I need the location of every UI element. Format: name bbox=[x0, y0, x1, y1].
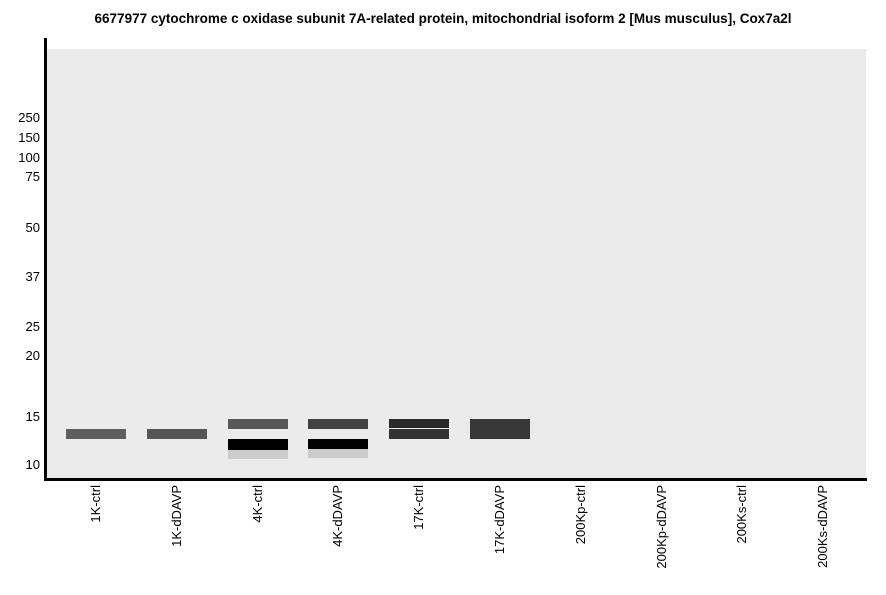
plot-area bbox=[46, 49, 866, 478]
y-tick-label: 150 bbox=[18, 130, 40, 145]
x-tick-label: 17K-dDAVP bbox=[492, 485, 507, 555]
y-axis-line bbox=[44, 38, 47, 481]
x-tick-label: 1K-ctrl bbox=[88, 485, 103, 523]
chart-title: 6677977 cytochrome c oxidase subunit 7A-… bbox=[94, 11, 792, 26]
x-tick-label: 4K-dDAVP bbox=[330, 485, 346, 547]
x-tick-label: 17K-ctrl bbox=[411, 485, 427, 530]
y-tick-label: 75 bbox=[25, 169, 40, 184]
x-axis-line bbox=[44, 478, 867, 481]
gel-band bbox=[308, 449, 369, 458]
gel-band bbox=[227, 439, 288, 450]
gel-band bbox=[66, 429, 126, 439]
y-tick-label: 15 bbox=[25, 409, 40, 424]
y-tick-label: 20 bbox=[25, 348, 40, 363]
y-tick-label: 100 bbox=[18, 150, 40, 165]
gel-band bbox=[389, 428, 450, 439]
gel-band bbox=[227, 418, 288, 430]
gel-band bbox=[308, 418, 369, 429]
x-tick-label: 200Kp-dDAVP bbox=[653, 485, 669, 569]
y-tick-label: 10 bbox=[25, 457, 40, 472]
x-tick-label: 200Kp-ctrl bbox=[572, 485, 588, 545]
x-tick-label: 200Ks-dDAVP bbox=[815, 485, 831, 568]
gel-band bbox=[308, 439, 369, 450]
x-tick-label: 1K-dDAVP bbox=[168, 485, 184, 547]
gel-band bbox=[227, 449, 288, 459]
gel-band bbox=[470, 418, 530, 439]
x-tick-label: 200Ks-ctrl bbox=[734, 485, 750, 544]
y-tick-label: 250 bbox=[18, 110, 40, 125]
y-tick-label: 50 bbox=[25, 220, 40, 235]
x-tick-label: 4K-ctrl bbox=[249, 485, 265, 523]
y-tick-label: 25 bbox=[25, 319, 40, 334]
y-tick-label: 37 bbox=[25, 269, 40, 284]
gel-band bbox=[389, 418, 450, 429]
gel-band bbox=[146, 429, 207, 439]
